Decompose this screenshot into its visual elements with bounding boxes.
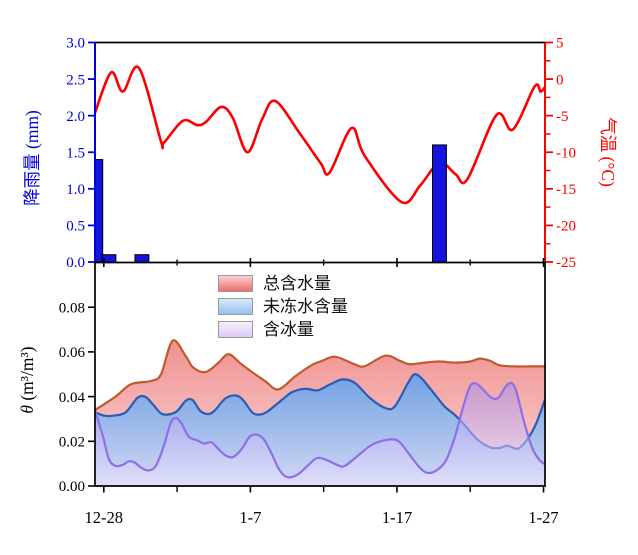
temp-tick-label: -20 <box>556 219 576 235</box>
rain-tick-label: 1.0 <box>66 182 85 198</box>
temp-axis-title: 气温 (°C) <box>598 117 618 187</box>
axes-ticks-labels: 0.0 0.5 1.0 1.5 2.0 2.5 3.0 5 0 -5 -10 -15 -20 -25 0.0… <box>59 36 576 527</box>
precip-temp-series <box>95 65 545 262</box>
temp-tick-label: -15 <box>556 182 576 198</box>
theta-tick-label: 0.02 <box>59 435 85 451</box>
area-line-0 <box>95 339 545 412</box>
theta-tick-label: 0.06 <box>59 345 86 361</box>
theta-tick-label: 0.08 <box>59 300 85 316</box>
rain-axis-title: 降雨量 (mm) <box>22 110 42 206</box>
rain-tick-label: 2.5 <box>66 72 85 88</box>
legend-item-total: 总含水量 <box>218 272 348 295</box>
legend-item-ice: 含冰量 <box>218 318 348 341</box>
temp-tick-label: 0 <box>556 72 564 88</box>
rain-tick-label: 0.0 <box>66 255 85 271</box>
temp-tick-label: -5 <box>556 109 569 125</box>
rain-tick-label: 2.0 <box>66 109 85 125</box>
legend: 总含水量 未冻水含量 含冰量 <box>218 272 348 341</box>
legend-label-unfrozen: 未冻水含量 <box>263 297 348 316</box>
legend-label-ice: 含冰量 <box>263 320 314 339</box>
axes-titles: 降雨量 (mm) 气温 (°C) θ (m³/m³) <box>17 110 618 414</box>
precip-bar-1 <box>101 254 117 262</box>
rain-tick-label: 3.0 <box>66 36 85 52</box>
temp-tick-label: 5 <box>556 36 564 52</box>
temp-tick-label: -10 <box>556 145 576 161</box>
rain-tick-label: 0.5 <box>66 219 85 235</box>
x-tick-label: 1-27 <box>528 508 558 527</box>
theta-tick-label: 0.04 <box>59 390 86 406</box>
legend-swatch-total <box>218 275 253 292</box>
precip-bar-2 <box>134 254 150 262</box>
rain-tick-label: 1.5 <box>66 145 85 161</box>
water-content-areas <box>95 339 545 486</box>
area-2 <box>95 382 545 486</box>
legend-label-total: 总含水量 <box>263 274 331 293</box>
temp-tick-label: -25 <box>556 255 576 271</box>
x-tick-label: 1-7 <box>239 508 261 527</box>
legend-swatch-ice <box>218 321 253 338</box>
legend-item-unfrozen: 未冻水含量 <box>218 295 348 318</box>
precip-bar-3 <box>432 144 447 262</box>
theta-tick-label: 0.00 <box>59 479 85 495</box>
x-tick-label: 12-28 <box>85 508 124 527</box>
area-line-2 <box>95 381 545 479</box>
legend-swatch-unfrozen <box>218 298 253 315</box>
theta-axis-title: θ (m³/m³) <box>17 346 37 413</box>
temperature-line <box>95 65 545 205</box>
x-tick-label: 1-17 <box>382 508 412 527</box>
